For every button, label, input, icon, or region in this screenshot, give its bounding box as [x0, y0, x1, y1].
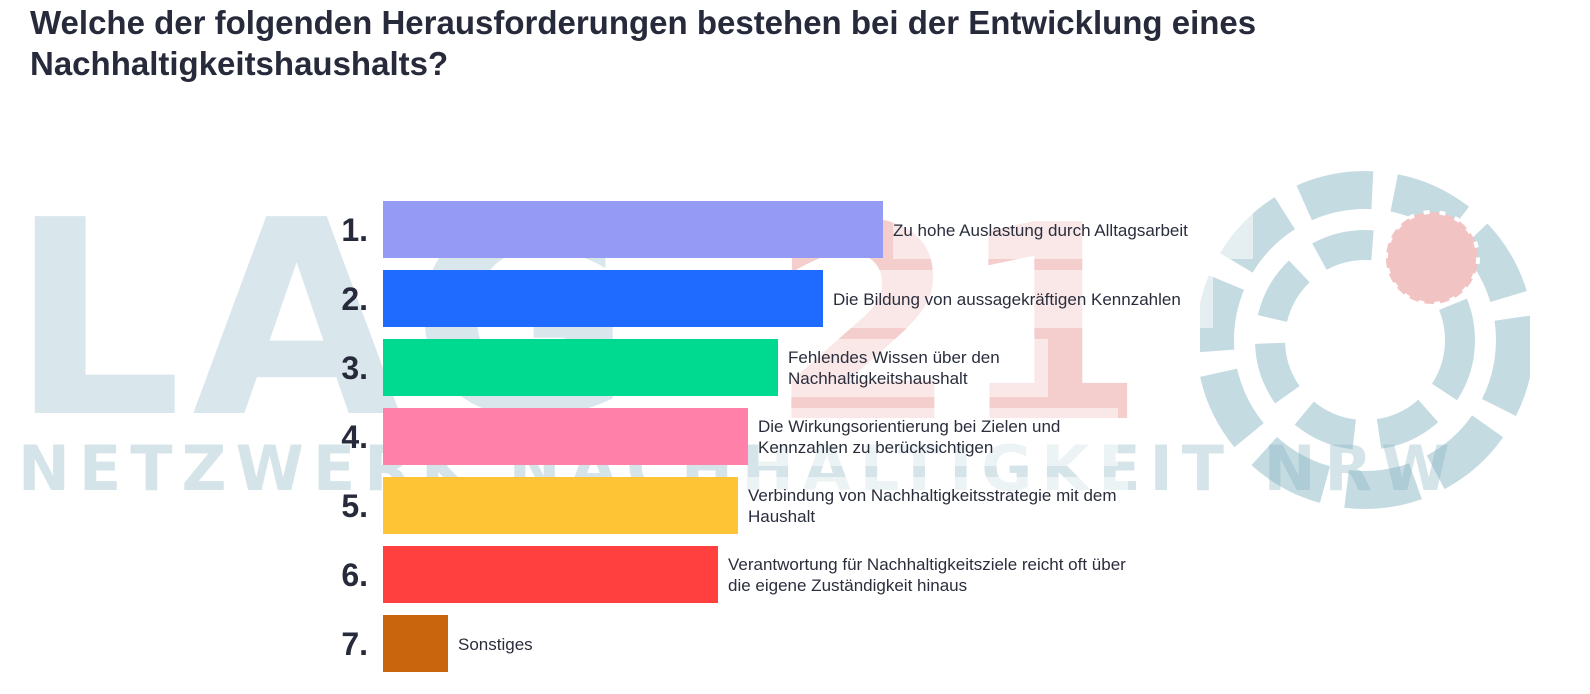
bar-row: 6. Verantwortung für Nachhaltigkeitsziele… [0, 546, 1590, 604]
category-label: Verbindung von Nachhaltigkeitsstrategie … [748, 477, 1128, 535]
bar [383, 270, 823, 327]
bar-row: 3. Fehlendes Wissen über den Nachhaltigke… [0, 339, 1590, 397]
bar-row: 7. Sonstiges [0, 615, 1590, 673]
rank-label: 1. [341, 212, 368, 248]
category-label: Fehlendes Wissen über den Nachhaltigkeit… [788, 339, 1048, 397]
bar-row: 5. Verbindung von Nachhaltigkeitsstrategi… [0, 477, 1590, 535]
rank-label: 7. [341, 626, 368, 662]
rank-label: 3. [341, 350, 368, 386]
bar-row: 1. Zu hohe Auslastung durch Alltagsarbeit [0, 201, 1590, 259]
category-label: Zu hohe Auslastung durch Alltagsarbeit [893, 201, 1253, 259]
bar [383, 408, 748, 465]
rank-label: 2. [341, 281, 368, 317]
category-label: Sonstiges [458, 615, 658, 673]
bar [383, 477, 738, 534]
bar-row: 4. Die Wirkungsorientierung bei Zielen un… [0, 408, 1590, 466]
bar [383, 615, 448, 672]
category-label: Die Bildung von aussagekräftigen Kennzah… [833, 270, 1213, 328]
bar [383, 546, 718, 603]
bar [383, 201, 883, 258]
page-title: Welche der folgenden Herausforderungen b… [30, 4, 1257, 82]
rank-label: 4. [341, 419, 368, 455]
category-label: Die Wirkungsorientierung bei Zielen und … [758, 408, 1118, 466]
category-label: Verantwortung für Nachhaltigkeitsziele r… [728, 546, 1128, 604]
rank-label: 5. [341, 488, 368, 524]
bar-row: 2. Die Bildung von aussagekräftigen Kennz… [0, 270, 1590, 328]
bar [383, 339, 778, 396]
rank-label: 6. [341, 557, 368, 593]
